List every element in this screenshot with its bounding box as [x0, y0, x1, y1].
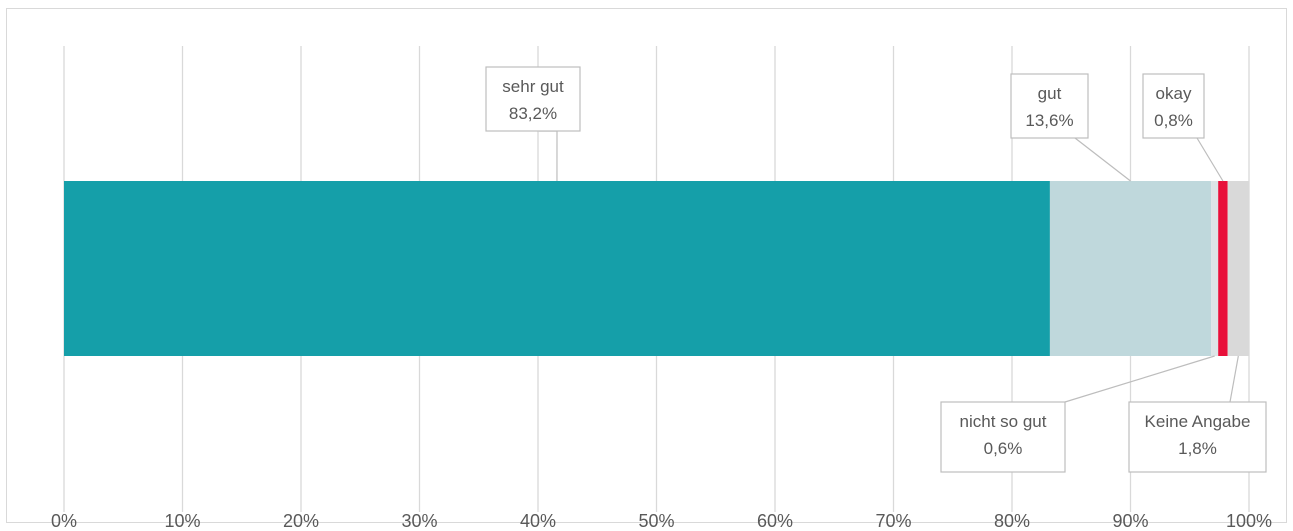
callout-leader-nicht-so-gut: [1064, 355, 1215, 403]
callout-box-nicht-so-gut: [940, 401, 1066, 473]
x-tick-label: 30%: [401, 511, 437, 531]
x-tick-label: 90%: [1112, 511, 1148, 531]
x-tick-label: 100%: [1226, 511, 1272, 531]
bar-segment-gut: [1049, 181, 1212, 356]
x-tick-label: 20%: [283, 511, 319, 531]
bar-segment-okay: [1218, 181, 1228, 356]
data-callouts: sehr gut 83,2% gut 13,6% nicht so gut 0,6% oka…: [485, 66, 1267, 473]
x-axis-tick-labels: 0% 10% 20% 30% 40% 50% 60% 70% 80% 90% 100%: [51, 511, 1272, 531]
callout-value-keine-angabe: 1,8%: [1178, 439, 1217, 458]
bar-segments: [64, 181, 1249, 356]
x-tick-label: 0%: [51, 511, 77, 531]
callout-label-okay: okay: [1156, 84, 1192, 103]
callout-value-nicht-so-gut: 0,6%: [984, 439, 1023, 458]
callout-box-gut: [1010, 73, 1089, 139]
callout-box-sehr-gut: [485, 66, 581, 132]
bar-segment-nicht-so-gut: [1211, 181, 1219, 356]
callout-label-sehr-gut: sehr gut: [502, 77, 564, 96]
callout-box-okay: [1142, 73, 1205, 139]
callout-value-gut: 13,6%: [1025, 111, 1073, 130]
callout-leader-okay: [1196, 137, 1224, 182]
callout-leader-gut: [1074, 137, 1131, 182]
callout-value-sehr-gut: 83,2%: [509, 104, 557, 123]
x-tick-label: 60%: [757, 511, 793, 531]
callout-label-keine-angabe: Keine Angabe: [1145, 412, 1251, 431]
callout-leader-keine-angabe: [1229, 355, 1239, 403]
callout-label-gut: gut: [1038, 84, 1062, 103]
bar-segment-sehr-gut: [64, 181, 1050, 356]
callout-box-keine-angabe: [1128, 401, 1267, 473]
x-tick-label: 10%: [164, 511, 200, 531]
x-tick-label: 50%: [638, 511, 674, 531]
callout-label-nicht-so-gut: nicht so gut: [960, 412, 1047, 431]
bar-segment-keine-angabe: [1227, 181, 1249, 356]
x-tick-label: 40%: [520, 511, 556, 531]
x-tick-label: 70%: [875, 511, 911, 531]
callout-value-okay: 0,8%: [1154, 111, 1193, 130]
x-tick-label: 80%: [994, 511, 1030, 531]
